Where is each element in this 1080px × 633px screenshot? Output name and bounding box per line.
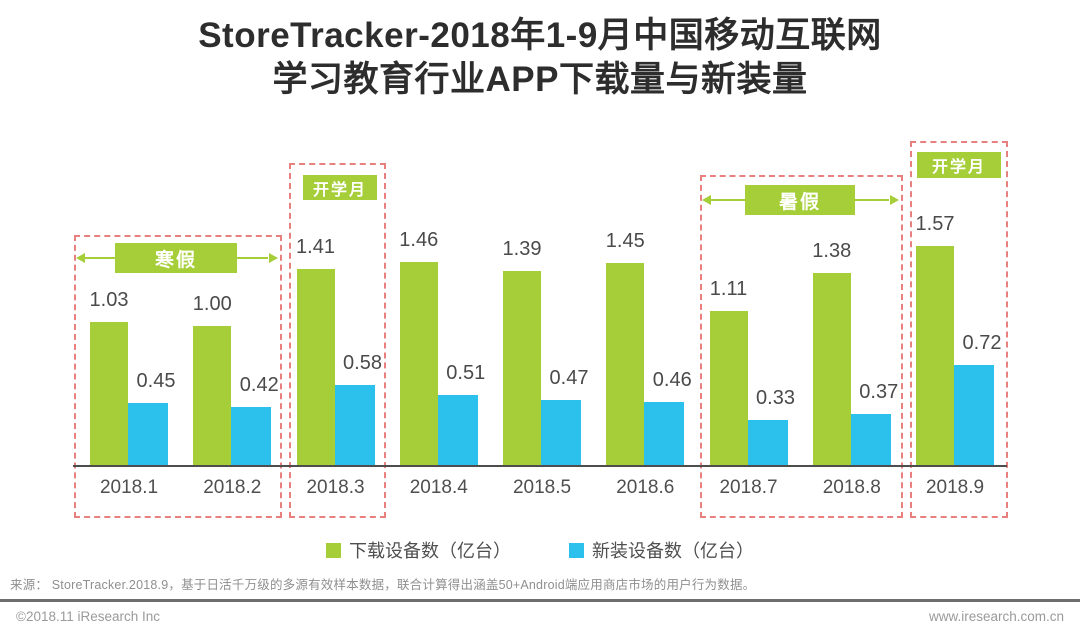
download-bar [296,269,335,466]
install-bar [747,420,788,466]
install-value-label: 0.72 [962,332,1002,354]
annotation-arrow-line [710,199,745,201]
annotation-box-暑假 [700,175,903,518]
x-axis-label: 2018.5 [512,477,572,498]
x-axis-label: 2018.2 [203,477,262,498]
x-axis-label: 2018.9 [925,477,985,498]
legend-swatch-icon [326,542,341,558]
download-value-label: 1.03 [89,289,129,311]
download-value-label: 1.00 [192,293,232,315]
install-bar [437,395,478,466]
footer-divider [0,599,1080,602]
download-bar [709,311,748,466]
download-value-label: 1.39 [502,238,542,260]
chart-legend: 下载设备数（亿台） 新装设备数（亿台） [0,537,1080,563]
copyright-text: ©2018.11 iResearch Inc [16,609,161,624]
x-axis-label: 2018.6 [616,477,675,498]
annotation-arrow-line [237,257,268,259]
website-link[interactable]: www.iresearch.com.cn [928,609,1064,624]
annotation-arrow-line [84,257,115,259]
install-bar [954,365,994,466]
download-value-label: 1.38 [812,240,852,262]
x-axis-label: 2018.1 [99,477,159,498]
download-value-label: 1.46 [399,229,439,251]
annotation-arrow-left-icon [702,195,711,205]
legend-label: 新装设备数（亿台） [592,541,754,561]
install-bar [334,385,375,466]
download-bar [90,322,128,466]
chart-title: StoreTracker-2018年1-9月中国移动互联网 学习教育行业APP下… [0,14,1080,102]
annotation-label: 开学月 [303,175,377,200]
install-bar [231,407,272,466]
x-axis-label: 2018.3 [306,477,365,498]
annotation-arrow-left-icon [76,253,85,263]
install-value-label: 0.58 [343,352,382,374]
legend-item: 新装设备数（亿台） [569,537,754,563]
legend-label: 下载设备数（亿台） [349,541,511,561]
annotation-arrow-right-icon [890,195,899,205]
x-axis-line [73,465,1007,467]
legend-swatch-icon [569,542,584,558]
install-value-label: 0.45 [136,370,176,392]
install-value-label: 0.46 [652,369,692,391]
download-bar [916,246,954,466]
chart-title-line2: 学习教育行业APP下载量与新装量 [272,60,808,99]
download-bar [812,273,851,466]
download-bar [193,326,232,466]
install-bar [128,403,168,466]
install-value-label: 0.51 [446,362,486,384]
download-bar [606,263,645,466]
annotation-box-开学月 [289,163,386,518]
annotation-arrow-line [855,199,889,201]
download-value-label: 1.11 [709,278,748,300]
legend-item: 下载设备数（亿台） [326,537,511,563]
install-value-label: 0.47 [549,367,589,389]
chart-title-line1: StoreTracker-2018年1-9月中国移动互联网 [198,16,882,55]
download-value-label: 1.41 [296,236,335,258]
install-value-label: 0.37 [859,381,899,403]
download-value-label: 1.45 [605,230,645,252]
install-bar [850,414,891,466]
source-note: 来源： StoreTracker.2018.9，基于日活千万级的多源有效样本数据… [10,578,756,592]
annotation-box-寒假 [74,235,282,518]
x-axis-label: 2018.8 [822,477,881,498]
annotation-label: 寒假 [115,243,237,273]
download-bar [503,271,541,466]
annotation-label: 暑假 [745,185,855,215]
annotation-arrow-right-icon [269,253,278,263]
install-bar [644,402,685,466]
download-value-label: 1.57 [915,213,955,235]
footer: ©2018.11 iResearch Inc www.iresearch.com… [0,609,1080,631]
x-axis-label: 2018.4 [409,477,468,498]
install-value-label: 0.42 [239,374,279,396]
annotation-label: 开学月 [917,152,1001,178]
install-bar [541,400,581,466]
annotation-box-开学月 [910,141,1008,518]
download-bar [399,262,438,466]
install-value-label: 0.33 [756,387,795,409]
x-axis-label: 2018.7 [719,477,778,498]
